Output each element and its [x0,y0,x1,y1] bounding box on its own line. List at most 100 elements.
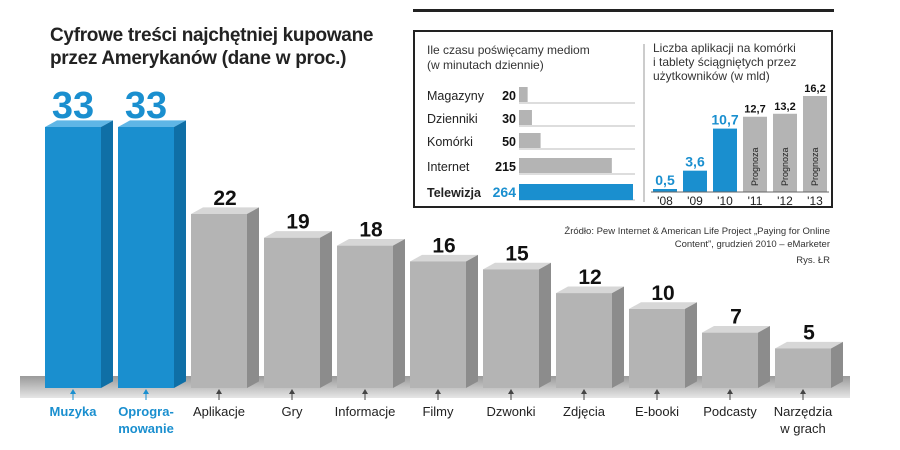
bar-9 [629,302,697,400]
inset-top-rule [413,9,834,12]
bar-tick-arrow [581,389,587,394]
bar-top [775,341,843,349]
bar-value-label: 7 [730,306,742,329]
bar-side [685,302,697,388]
bar-6 [410,254,478,400]
media-category-label: Internet [427,160,470,174]
apps-bar [713,128,737,192]
bar-7 [483,262,551,400]
bar-11 [775,341,843,400]
bar-front [191,214,247,388]
bar-front [775,348,831,388]
apps-title-line: użytkowników (w mld) [653,69,770,83]
media-value-label: 30 [502,112,516,126]
category-label: Informacje [335,404,396,419]
bar-3 [191,207,259,400]
apps-year-label: '12 [777,194,793,208]
bar-front [337,245,393,388]
category-label: w grach [779,421,826,436]
media-value-label: 264 [493,184,517,200]
category-label: Zdjęcia [563,404,606,419]
bar-4 [264,231,332,400]
bar-front [45,127,101,388]
forecast-label: Prognoza [750,147,760,186]
bar-value-label: 18 [359,219,383,242]
bar-value-label: 12 [578,266,601,289]
forecast-label: Prognoza [780,147,790,186]
category-label: Muzyka [50,404,98,419]
apps-value-label: 13,2 [774,101,795,113]
bar-tick-arrow [289,389,295,394]
bar-side [466,254,478,388]
bar-tick-arrow [70,389,76,394]
source-note: Źródło: Pew Internet & American Life Pro… [564,226,830,250]
bar-tick-arrow [362,389,368,394]
bar-top [629,302,697,309]
apps-title-line: i tablety ściągniętych przez [653,55,796,69]
bar-value-label: 22 [213,187,236,210]
bar-top [337,239,405,246]
media-category-label: Dzienniki [427,112,478,126]
bar-side [393,239,405,388]
category-label: Dzwonki [486,404,535,419]
apps-year-label: '10 [717,194,733,208]
category-label: Aplikacje [193,404,245,419]
apps-year-label: '13 [807,194,823,208]
bar-side [612,286,624,388]
credit-note: Rys. ŁR [796,255,830,266]
media-value-label: 20 [502,89,516,103]
bar-10 [702,326,770,400]
bar-value-label: 19 [286,211,309,234]
media-category-label: Komórki [427,135,473,149]
apps-value-label: 0,5 [655,172,675,188]
bar-5 [337,239,405,400]
category-label: Gry [282,404,303,419]
apps-value-label: 12,7 [744,104,765,116]
bar-side [831,341,843,388]
bar-top [410,254,478,262]
apps-title-line: Liczba aplikacji na komórki [653,41,796,55]
media-time-title: Ile czasu poświęcamy mediom [427,43,590,57]
media-value-label: 50 [502,135,516,149]
main-chart-title: Cyfrowe treści najchętniej kupowane prze… [50,25,374,69]
apps-bar [653,189,677,192]
media-time-title-2: (w minutach dziennie) [427,58,544,72]
bar-top [483,262,551,270]
apps-year-label: '08 [657,194,673,208]
bar-value-label: 5 [803,321,815,344]
bar-tick-arrow [216,389,222,394]
bar-top [118,120,186,127]
apps-bar [743,116,767,192]
bar-front [483,269,539,388]
bar-value-label: 15 [505,242,529,265]
bar-tick-arrow [143,389,149,394]
bar-front [264,237,320,388]
bar-front [702,332,758,388]
media-bar [519,184,633,200]
bar-tick-arrow [800,389,806,394]
apps-value-label: 16,2 [804,83,825,95]
bar-tick-arrow [435,389,441,394]
bar-front [118,127,174,388]
bar-value-label: 10 [651,282,674,305]
category-label: Oprogra- [118,404,174,419]
bar-tick-arrow [508,389,514,394]
inset-panel: Ile czasu poświęcamy mediom (w minutach d… [413,30,833,208]
bar-top [264,231,332,238]
bar-side [320,231,332,388]
bar-front [556,293,612,388]
media-value-label: 215 [495,160,516,174]
bar-side [758,326,770,388]
category-label: Narzędzia [774,404,833,419]
apps-bar [683,170,707,192]
bar-1 [45,120,113,400]
bar-2 [118,120,186,400]
inset-charts: Ile czasu poświęcamy mediom(w minutach d… [427,41,829,208]
apps-value-label: 10,7 [711,112,738,128]
apps-year-label: '11 [748,194,763,208]
media-bar [519,158,612,173]
bar-tick-arrow [727,389,733,394]
bar-top [556,286,624,294]
